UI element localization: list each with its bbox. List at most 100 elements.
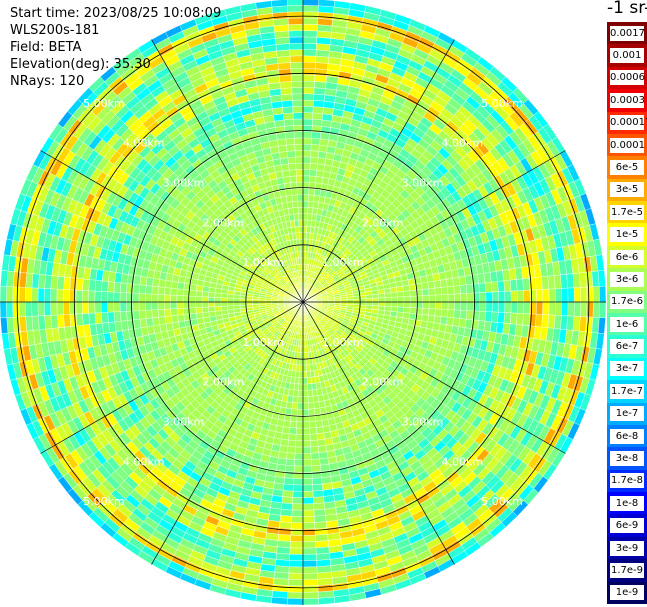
range-gate-cell [503,312,512,324]
range-gate-cell [298,383,304,391]
range-gate-cell [145,301,152,311]
range-gate-cell [44,315,53,330]
range-gate-cell [440,316,448,325]
range-gate-cell [403,307,411,314]
range-gate-cell [31,287,39,303]
range-gate-cell [312,389,319,397]
range-gate-cell [510,279,518,292]
range-gate-cell [459,284,468,294]
range-gate-cell [81,301,89,314]
range-gate-cell [592,286,600,303]
range-gate-cell [214,301,222,307]
range-gate-cell [75,301,83,315]
range-gate-cell [296,409,304,416]
range-gate-cell [302,409,310,416]
range-gate-cell [302,554,317,561]
range-gate-cell [94,290,102,303]
range-gate-cell [302,131,313,139]
range-gate-cell [286,598,304,606]
range-gate-cell [307,200,314,208]
range-gate-cell [510,312,518,325]
range-gate-cell [288,560,304,568]
range-gate-cell [302,226,308,233]
range-gate-cell [397,296,405,303]
range-gate-cell [316,30,332,39]
range-gate-cell [555,288,562,303]
range-gate-cell [69,301,77,315]
range-gate-cell [365,294,373,299]
range-gate-cell [289,541,304,549]
range-gate-cell [214,297,222,303]
range-gate-cell [434,287,442,296]
range-gate-cell [62,289,70,303]
range-gate-cell [164,308,172,317]
range-gate-cell [302,440,311,448]
range-gate-cell [50,288,58,303]
range-gate-cell [553,315,562,330]
range-gate-cell [548,301,556,316]
range-gate-cell [447,286,455,295]
range-gate-cell [453,309,461,319]
range-gate-cell [302,150,312,158]
range-gate-cell [283,477,294,485]
range-gate-cell [138,284,147,294]
range-gate-cell [504,290,512,303]
range-gate-cell [285,465,295,473]
range-gate-cell [365,301,373,306]
range-gate-cell [101,280,109,292]
range-gate-cell [466,292,474,303]
range-gate-cell [246,301,253,306]
range-gate-cell [145,317,154,327]
range-gate-cell [208,291,216,298]
range-gate-cell [318,451,328,460]
range-gate-cell [151,301,159,311]
range-gate-cell [283,483,294,492]
range-gate-cell [314,527,328,536]
range-gate-cell [164,287,172,296]
range-gate-cell [227,301,234,307]
range-gate-cell [239,301,247,306]
range-gate-cell [50,275,59,290]
range-gate-cell [586,301,594,318]
range-gate-cell [157,286,166,295]
range-gate-cell [302,402,309,410]
range-gate-cell [288,433,297,441]
range-gate-cell [313,100,325,108]
range-gate-cell [310,144,320,152]
range-gate-cell [214,292,222,298]
range-gate-cell [132,284,140,294]
range-gate-cell [170,287,178,296]
range-gate-cell [302,43,317,50]
range-gate-cell [453,285,461,295]
range-gate-cell [307,207,314,215]
range-gate-cell [113,291,121,303]
range-gate-cell [294,453,304,460]
range-gate-cell [422,301,430,309]
range-gate-cell [302,358,307,366]
range-gate-cell [346,296,354,300]
range-gate-cell [290,522,304,530]
range-gate-cell [302,219,308,227]
range-gate-cell [510,290,518,303]
range-gate-cell [275,552,290,561]
range-gate-cell [38,315,46,330]
range-gate-cell [428,301,436,310]
range-gate-cell [522,313,531,326]
range-gate-cell [302,465,313,473]
range-gate-cell [403,301,411,308]
range-gate-cell [547,275,556,290]
range-gate-cell [433,315,442,324]
range-gate-cell [454,301,461,311]
range-gate-cell [440,286,449,295]
range-gate-cell [372,297,379,303]
range-gate-cell [302,112,314,120]
range-gate-cell [566,273,575,289]
range-gate-cell [306,377,312,385]
range-gate-cell [277,534,291,542]
range-gate-cell [302,484,314,492]
range-gate-cell [82,313,90,326]
range-gate-cell [311,465,321,473]
range-gate-cell [478,311,486,322]
range-gate-cell [314,407,322,416]
range-gate-cell [586,286,594,303]
